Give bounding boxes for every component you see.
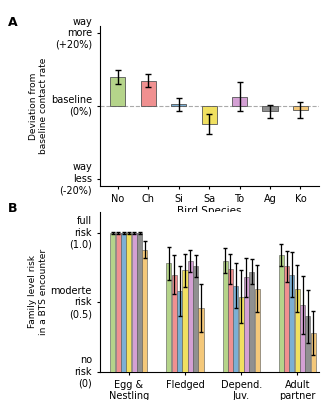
- Bar: [300, 305, 305, 372]
- Bar: [228, 269, 233, 372]
- Bar: [233, 286, 238, 372]
- Bar: [293, 106, 308, 110]
- Bar: [232, 97, 247, 106]
- Bar: [193, 266, 198, 372]
- Bar: [262, 106, 278, 112]
- Bar: [289, 275, 294, 372]
- Bar: [137, 233, 142, 372]
- Bar: [311, 333, 316, 372]
- Bar: [116, 233, 121, 372]
- Bar: [279, 255, 284, 372]
- Bar: [142, 250, 147, 372]
- Bar: [121, 233, 126, 372]
- Bar: [188, 261, 193, 372]
- Text: B: B: [8, 202, 17, 215]
- Bar: [284, 266, 289, 372]
- Bar: [295, 288, 300, 372]
- Bar: [110, 77, 125, 106]
- Bar: [255, 288, 260, 372]
- Bar: [141, 80, 156, 106]
- Text: A: A: [8, 16, 17, 29]
- Y-axis label: Deviation from
baseline contact rate: Deviation from baseline contact rate: [29, 58, 48, 154]
- Bar: [222, 261, 228, 372]
- Bar: [166, 264, 172, 372]
- Bar: [305, 316, 310, 372]
- Bar: [202, 106, 217, 124]
- Bar: [132, 233, 137, 372]
- Bar: [199, 308, 204, 372]
- Y-axis label: Family level risk
in a BTS encounter: Family level risk in a BTS encounter: [29, 249, 48, 335]
- Bar: [126, 233, 131, 372]
- Bar: [244, 277, 249, 372]
- Bar: [110, 233, 115, 372]
- Bar: [239, 297, 244, 372]
- Bar: [172, 275, 177, 372]
- Bar: [171, 104, 186, 106]
- Bar: [183, 270, 188, 372]
- Bar: [177, 291, 182, 372]
- X-axis label: Bird Species: Bird Species: [177, 206, 241, 216]
- Bar: [249, 272, 254, 372]
